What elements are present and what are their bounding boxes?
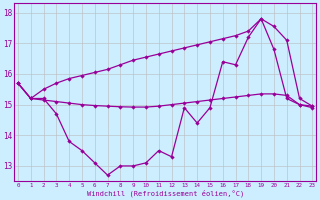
- X-axis label: Windchill (Refroidissement éolien,°C): Windchill (Refroidissement éolien,°C): [86, 189, 244, 197]
